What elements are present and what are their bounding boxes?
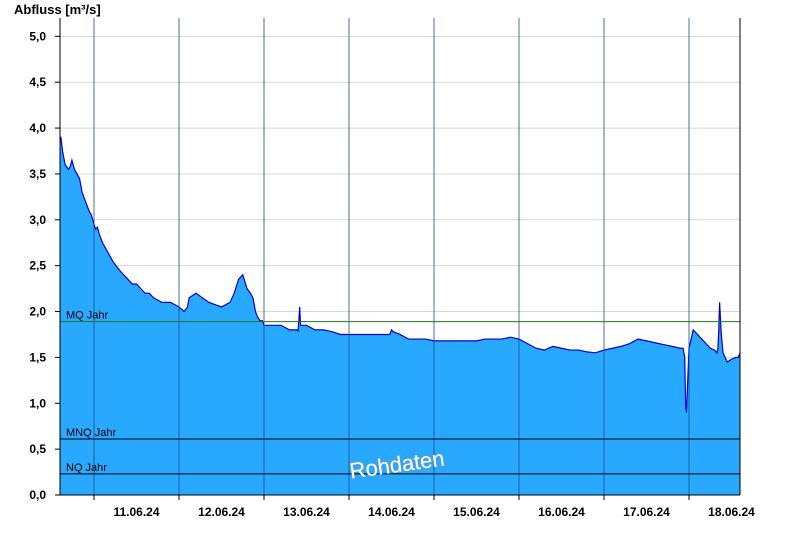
y-tick-label: 4,5 <box>29 75 46 89</box>
x-tick-label: 15.06.24 <box>453 505 500 519</box>
y-tick-label: 0,0 <box>29 488 46 502</box>
x-tick-label: 11.06.24 <box>113 505 159 519</box>
y-tick-label: 1,0 <box>29 396 46 410</box>
axes <box>59 18 741 496</box>
y-axis-label: Abfluss [m³/s] <box>14 2 101 17</box>
y-axis-ticks: 0,0 0,5 1,0 1,5 2,0 2,5 3,0 3,5 4,0 4,5 5,0 <box>29 29 60 502</box>
y-tick-label: 3,5 <box>29 167 46 181</box>
day-separators <box>93 18 690 495</box>
discharge-area <box>60 137 740 495</box>
y-tick-label: 3,0 <box>29 213 46 227</box>
x-tick-label: 13.06.24 <box>283 505 330 519</box>
y-tick-label: 4,0 <box>29 121 46 135</box>
y-tick-label: 2,5 <box>29 259 46 273</box>
y-tick-label: 1,5 <box>29 350 46 364</box>
reference-label: MQ Jahr <box>66 310 109 322</box>
y-tick-label: 5,0 <box>29 29 46 43</box>
x-tick-label: 17.06.24 <box>623 505 670 519</box>
x-tick-label: 12.06.24 <box>198 505 245 519</box>
reference-label: NQ Jahr <box>66 462 107 474</box>
reference-lines: MQ Jahr MNQ Jahr NQ Jahr <box>60 310 740 475</box>
reference-label: MNQ Jahr <box>66 427 116 439</box>
x-axis-ticks: 11.06.24 12.06.24 13.06.24 14.06.24 15.06.24… <box>93 495 755 519</box>
x-tick-label: 16.06.24 <box>538 505 585 519</box>
y-tick-label: 2,0 <box>29 305 46 319</box>
y-tick-label: 0,5 <box>29 442 46 456</box>
data-series <box>60 136 741 495</box>
discharge-line <box>60 136 741 413</box>
x-tick-label: 14.06.24 <box>368 505 415 519</box>
x-tick-label: 18.06.24 <box>708 505 755 519</box>
